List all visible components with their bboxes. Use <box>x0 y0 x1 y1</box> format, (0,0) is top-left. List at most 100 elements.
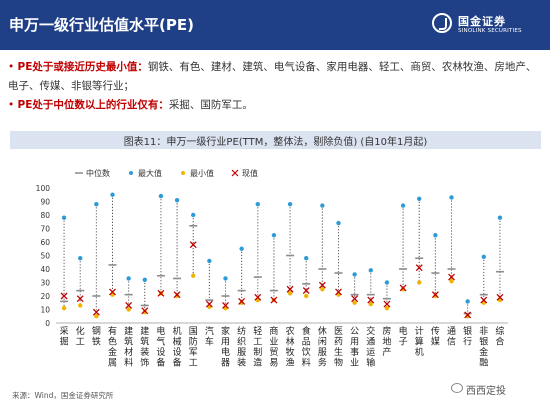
current-point <box>270 296 278 304</box>
x-tick-label: 电子 <box>399 325 408 348</box>
max-point <box>142 277 147 282</box>
current-point <box>464 311 472 319</box>
x-tick-label: 电气设备 <box>156 325 165 369</box>
max-point <box>287 202 293 207</box>
max-point <box>158 193 164 199</box>
current-point <box>367 296 375 304</box>
legend-label: 现值 <box>242 168 258 178</box>
y-tick-label: 20 <box>40 292 50 301</box>
current-point <box>238 297 246 305</box>
y-tick-label: 0 <box>45 319 50 328</box>
x-tick-label: 建筑材料 <box>124 325 133 369</box>
x-tick-label: 建筑装饰 <box>140 325 149 369</box>
x-tick-label: 医药生物 <box>334 326 343 369</box>
current-point <box>286 285 294 293</box>
max-point <box>126 276 131 281</box>
current-point <box>302 287 310 295</box>
y-tick-label: 70 <box>40 225 50 234</box>
x-tick-label: 汽车 <box>205 325 214 348</box>
current-point <box>157 289 165 297</box>
current-point <box>254 293 262 301</box>
current-point <box>335 288 342 296</box>
y-tick-label: 50 <box>40 252 50 261</box>
current-point <box>76 295 84 303</box>
min-point <box>417 280 422 285</box>
current-point <box>496 293 504 301</box>
x-tick-label: 机械设备 <box>173 325 182 369</box>
x-tick-label: 公用事业 <box>350 326 359 369</box>
x-tick-label: 传媒 <box>431 325 440 348</box>
bullet-mark: • <box>8 61 18 73</box>
max-point <box>465 299 470 304</box>
x-tick-label: 休闲服务 <box>318 325 327 369</box>
current-point <box>399 284 407 292</box>
x-tick-label: 纺织服装 <box>237 325 246 369</box>
min-point <box>352 300 357 305</box>
max-point <box>110 192 115 197</box>
min-point <box>384 305 390 311</box>
summary-bullets: • PE处于或接近历史最小值：钢铁、有色、建材、建筑、电气设备、家用电器、轻工、… <box>8 58 542 115</box>
max-point <box>191 212 196 218</box>
legend-label: 最小值 <box>190 168 214 178</box>
x-tick-label: 家用电器 <box>221 325 230 369</box>
legend-label: 最大值 <box>138 168 162 178</box>
min-point <box>191 273 196 278</box>
x-tick-label: 农林牧渔 <box>286 325 295 369</box>
current-point <box>222 301 229 309</box>
current-point <box>383 300 391 308</box>
max-point <box>255 202 260 207</box>
page-title: 申万一级行业估值水平(PE) <box>9 16 194 34</box>
max-point <box>497 215 503 220</box>
x-tick-label: 非银金融 <box>479 325 488 369</box>
current-point <box>109 288 116 296</box>
max-point <box>433 233 438 238</box>
current-point <box>125 301 133 309</box>
x-tick-label: 钢铁 <box>92 325 101 348</box>
watermark: 西西定投 <box>466 386 506 397</box>
min-point <box>304 293 309 299</box>
y-tick-label: 80 <box>40 211 50 220</box>
current-point <box>60 292 68 300</box>
current-point <box>431 291 439 299</box>
y-tick-label: 10 <box>40 306 50 315</box>
legend-min-marker <box>181 171 185 175</box>
max-point <box>207 258 212 264</box>
chart-title: 图表11：申万一级行业PE(TTM，整体法，剔除负值) (自10年1月起) <box>123 137 428 148</box>
current-point <box>205 300 213 308</box>
max-point <box>368 268 373 273</box>
min-point <box>320 287 325 292</box>
legend-current-marker <box>231 169 239 177</box>
x-tick-label: 计算机 <box>415 325 424 358</box>
min-point <box>61 305 67 311</box>
x-tick-label: 国防军工 <box>189 326 198 369</box>
y-tick-label: 90 <box>40 198 50 207</box>
current-point <box>351 295 359 303</box>
wechat-icon <box>451 383 463 393</box>
legend-max-marker <box>129 171 133 175</box>
min-point <box>78 303 83 308</box>
y-tick-label: 60 <box>40 238 50 247</box>
y-tick-label: 40 <box>40 265 50 274</box>
bullet-2-text: 采掘、国防军工。 <box>168 99 253 111</box>
current-point <box>480 296 488 304</box>
max-point <box>78 256 83 261</box>
max-point <box>174 197 180 203</box>
source-note: 来源：Wind，国金证券研究所 <box>12 391 114 400</box>
x-tick-label: 有色金属 <box>108 325 117 369</box>
x-tick-label: 食品饮料 <box>302 325 311 369</box>
legend-label: 中位数 <box>86 168 110 178</box>
max-point <box>352 272 357 277</box>
current-point <box>92 308 100 316</box>
max-point <box>61 215 67 220</box>
min-point <box>126 307 131 312</box>
max-point <box>304 256 309 261</box>
current-point <box>173 291 181 299</box>
max-point <box>271 233 277 238</box>
y-tick-label: 100 <box>36 184 51 193</box>
x-tick-label: 商业贸易 <box>269 325 278 369</box>
current-point <box>141 307 149 315</box>
current-point <box>415 264 423 272</box>
max-point <box>336 220 341 226</box>
bullet-mark: • <box>8 99 18 111</box>
